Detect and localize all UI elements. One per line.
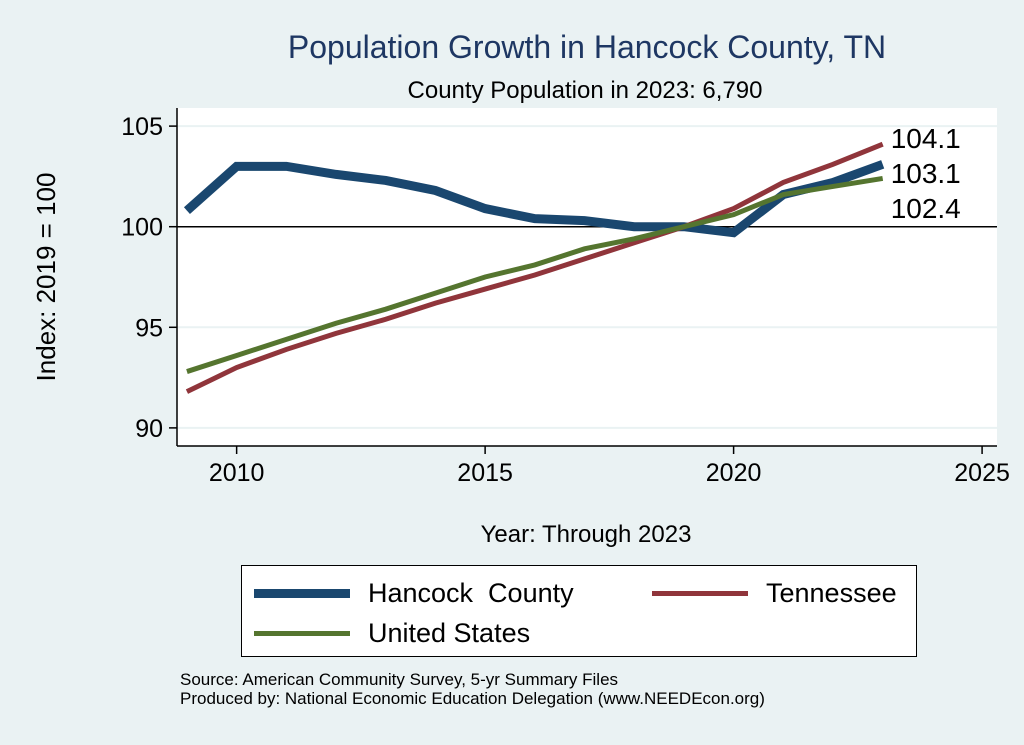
legend-swatch-hancock	[254, 589, 350, 598]
chart-subtitle: County Population in 2023: 6,790	[408, 77, 763, 104]
y-tick-label: 105	[121, 113, 163, 141]
legend-item-hancock: Hancock County	[254, 578, 574, 609]
legend: Hancock County Tennessee United States	[241, 565, 917, 657]
end-label: 102.4	[891, 193, 961, 224]
end-label: 103.1	[891, 158, 961, 189]
x-axis-label: Year: Through 2023	[481, 521, 692, 548]
producer-text: Produced by: National Economic Education…	[180, 689, 765, 708]
source-text: Source: American Community Survey, 5-yr …	[180, 670, 619, 689]
y-tick-label: 90	[135, 415, 163, 443]
legend-item-us: United States	[254, 618, 530, 649]
legend-label: United States	[368, 618, 531, 648]
legend-swatch-tennessee	[652, 591, 748, 596]
legend-label: Hancock County	[368, 578, 574, 608]
end-label: 104.1	[891, 123, 961, 154]
x-tick-label: 2025	[954, 459, 1010, 487]
x-tick-label: 2020	[706, 459, 762, 487]
plot-area	[177, 108, 997, 446]
y-axis-label: Index: 2019 = 100	[31, 173, 61, 382]
y-tick-label: 100	[121, 214, 163, 242]
x-tick-label: 2010	[209, 459, 265, 487]
x-tick-label: 2015	[457, 459, 513, 487]
source-note: Source: American Community Survey, 5-yr …	[180, 670, 765, 708]
legend-swatch-us	[254, 631, 350, 636]
legend-item-tennessee: Tennessee	[652, 578, 897, 609]
chart-title: Population Growth in Hancock County, TN	[288, 29, 886, 65]
y-tick-label: 95	[135, 314, 163, 342]
legend-label: Tennessee	[766, 578, 897, 608]
